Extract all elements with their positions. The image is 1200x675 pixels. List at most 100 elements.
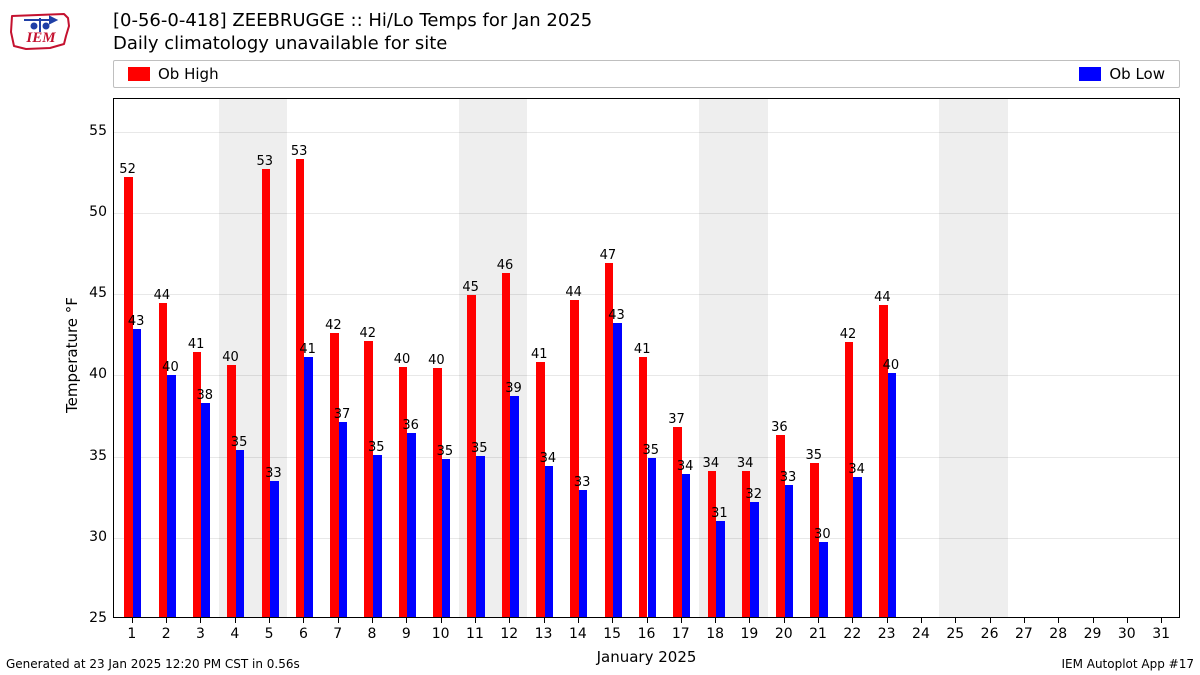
bar-low-value: 34 [848, 462, 865, 477]
bar-high-value: 44 [154, 288, 171, 303]
x-tick [1024, 618, 1025, 623]
gridline [114, 132, 1179, 133]
bar-low-value: 35 [471, 441, 488, 456]
x-tick [475, 618, 476, 623]
bar-low-value: 33 [265, 466, 282, 481]
bar-low [545, 466, 554, 617]
bar-high-value: 34 [703, 456, 720, 471]
bar-low [750, 502, 759, 617]
x-tick-label: 17 [672, 626, 690, 642]
x-tick [612, 618, 613, 623]
x-tick [269, 618, 270, 623]
bar-low [476, 456, 485, 617]
x-tick [715, 618, 716, 623]
x-tick [887, 618, 888, 623]
x-tick-label: 6 [299, 626, 308, 642]
x-tick-label: 29 [1084, 626, 1102, 642]
bar-low-value: 35 [231, 435, 248, 450]
x-tick-label: 12 [500, 626, 518, 642]
legend-label-high: Ob High [158, 65, 219, 83]
bar-low-value: 35 [643, 443, 660, 458]
x-tick-label: 2 [162, 626, 171, 642]
x-tick [200, 618, 201, 623]
bar-high-value: 44 [874, 290, 891, 305]
y-tick-label: 45 [81, 285, 107, 301]
bar-high [433, 368, 442, 617]
x-tick [647, 618, 648, 623]
x-tick-label: 14 [569, 626, 587, 642]
x-tick-label: 13 [535, 626, 553, 642]
x-tick [441, 618, 442, 623]
bar-high [159, 303, 168, 617]
bar-high [296, 159, 305, 617]
bar-low [167, 375, 176, 617]
x-tick [338, 618, 339, 623]
bar-high-value: 42 [359, 326, 376, 341]
bar-low-value: 30 [814, 527, 831, 542]
x-tick [784, 618, 785, 623]
bar-high-value: 36 [771, 420, 788, 435]
bar-high-value: 41 [531, 347, 548, 362]
x-tick [509, 618, 510, 623]
bar-high [536, 362, 545, 617]
bar-low [304, 357, 313, 617]
x-tick-label: 21 [809, 626, 827, 642]
x-tick [1127, 618, 1128, 623]
bar-high [673, 427, 682, 617]
plot-container: Temperature °F 25303540455055 1234567891… [113, 98, 1180, 618]
x-tick [749, 618, 750, 623]
title-line-2: Daily climatology unavailable for site [113, 33, 592, 56]
x-tick [921, 618, 922, 623]
legend-swatch-low [1079, 67, 1101, 81]
bar-high [845, 342, 854, 617]
x-tick [372, 618, 373, 623]
bar-low-value: 34 [677, 459, 694, 474]
bar-high [708, 471, 717, 617]
x-tick [235, 618, 236, 623]
x-tick-label: 10 [432, 626, 450, 642]
bar-high-value: 37 [668, 412, 685, 427]
bar-high [467, 295, 476, 617]
bar-high-value: 47 [600, 248, 617, 263]
bar-high-value: 44 [565, 285, 582, 300]
bar-low-value: 43 [608, 308, 625, 323]
gridline [114, 294, 1179, 295]
y-tick-label: 50 [81, 204, 107, 220]
x-tick [990, 618, 991, 623]
bar-low [373, 455, 382, 618]
x-tick-label: 28 [1049, 626, 1067, 642]
x-tick-label: 11 [466, 626, 484, 642]
bar-low [339, 422, 348, 617]
bar-high-value: 53 [291, 144, 308, 159]
bar-low [648, 458, 657, 617]
x-tick-label: 18 [706, 626, 724, 642]
bar-high-value: 45 [462, 280, 479, 295]
x-tick-label: 25 [946, 626, 964, 642]
x-tick [544, 618, 545, 623]
title-line-1: [0-56-0-418] ZEEBRUGGE :: Hi/Lo Temps fo… [113, 10, 592, 33]
bar-low-value: 34 [540, 451, 557, 466]
x-tick-label: 30 [1118, 626, 1136, 642]
x-tick-label: 22 [843, 626, 861, 642]
bar-high [502, 273, 511, 618]
bar-low [853, 477, 862, 617]
bar-high-value: 46 [497, 258, 514, 273]
weekend-band [939, 99, 1008, 617]
legend: Ob High Ob Low [113, 60, 1180, 88]
page-root: IEM [0-56-0-418] ZEEBRUGGE :: Hi/Lo Temp… [0, 0, 1200, 675]
bar-high [262, 169, 271, 618]
bar-low-value: 36 [402, 418, 419, 433]
bar-high [879, 305, 888, 617]
x-tick-label: 3 [196, 626, 205, 642]
bar-high [330, 333, 339, 617]
x-tick-label: 16 [638, 626, 656, 642]
bar-high-value: 41 [188, 337, 205, 352]
bar-high [364, 341, 373, 617]
x-tick-label: 15 [603, 626, 621, 642]
bar-high [124, 177, 133, 617]
legend-label-low: Ob Low [1109, 65, 1165, 83]
svg-text:IEM: IEM [25, 30, 56, 46]
x-tick [578, 618, 579, 623]
x-tick [852, 618, 853, 623]
x-tick-label: 26 [981, 626, 999, 642]
